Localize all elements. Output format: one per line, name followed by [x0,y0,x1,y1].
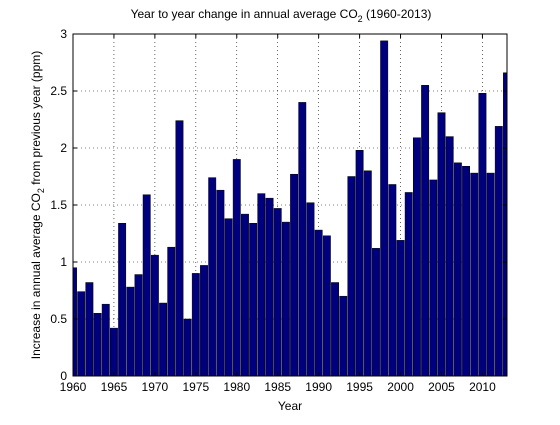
bar-1990 [314,229,323,377]
bar-1999 [388,184,397,377]
bar-1991 [322,235,331,377]
bar-1992 [331,282,339,377]
x-tick-label: 1980 [223,380,250,394]
bar-1986 [281,221,290,377]
bar-2000 [396,240,405,377]
bar-1987 [290,173,299,377]
bar-2012 [494,126,503,377]
bar-2008 [462,165,470,377]
bar-1981 [241,213,249,377]
bar-1965 [110,327,118,377]
bar-2002 [412,137,421,377]
bar-1974 [183,318,192,377]
chart-title-main: Year to year change in annual average CO [131,7,358,21]
bar-1963 [93,313,102,377]
y-axis-label-tail: from previous year (ppm) [29,51,43,188]
x-tick-label: 1995 [346,380,373,394]
x-tick-label: 2005 [428,380,455,394]
bar-1966 [118,222,127,377]
bar-1969 [142,194,151,377]
bar-1970 [150,254,159,377]
x-tick-label: 1985 [264,380,291,394]
bar-2010 [478,93,487,377]
chart-title-tail: (1960-2013) [363,7,432,21]
bars-layer [72,40,508,377]
bar-1995 [355,150,364,377]
y-tick-label: 3 [60,27,67,41]
y-axis-label: Increase in annual average CO2 from prev… [29,51,46,360]
bar-2007 [453,162,462,377]
y-axis-label-subscript: 2 [36,188,46,193]
y-tick-label: 0.5 [50,312,67,326]
x-tick-label: 1960 [60,380,87,394]
x-tick-label: 1970 [142,380,169,394]
bar-1968 [134,274,143,377]
bar-1961 [77,291,86,377]
y-tick-label: 1 [60,255,67,269]
bar-1983 [257,193,266,377]
bar-1962 [85,282,94,377]
y-tick-label: 2.5 [50,84,67,98]
ticks-layer [72,33,507,377]
bar-1975 [191,273,200,377]
bar-1994 [347,176,356,377]
bar-1972 [167,246,176,377]
bar-1980 [232,159,241,377]
bar-1973 [175,120,184,377]
x-tick-label: 1975 [182,380,209,394]
bar-1971 [159,302,168,377]
bar-1989 [306,202,315,377]
bar-1996 [363,170,372,377]
y-tick-labels: 0 0.5 1 1.5 2 2.5 3 [50,27,67,383]
bar-2011 [486,172,495,377]
bar-1967 [126,286,135,377]
x-tick-labels: 1960 1965 1970 1975 1980 1985 1990 1995 2000 2005… [60,380,496,394]
chart-title: Year to year change in annual average CO… [131,7,432,24]
x-tick-label: 2010 [469,380,496,394]
bar-1984 [265,197,274,377]
bar-1978 [216,189,225,377]
bar-1998 [380,40,389,377]
bar-1982 [249,222,258,377]
bar-2006 [445,136,454,377]
x-tick-label: 1990 [305,380,332,394]
bar-1976 [200,265,208,377]
bar-1960 [72,267,77,377]
bar-2013 [503,72,508,377]
bar-1977 [208,177,217,377]
bar-1985 [273,208,282,377]
y-tick-label: 2 [60,141,67,155]
bar-1997 [372,248,380,377]
x-tick-label: 2000 [387,380,414,394]
bar-2004 [429,179,438,377]
bar-2003 [421,85,430,377]
bar-1964 [101,303,110,377]
chart-title-subscript: 2 [358,14,363,24]
y-tick-label: 1.5 [50,198,67,212]
x-tick-label: 1965 [101,380,128,394]
x-axis-label: Year [278,399,302,413]
bar-1993 [339,295,348,377]
y-tick-label: 0 [60,369,67,383]
bar-2009 [470,172,479,377]
y-axis-label-main: Increase in annual average CO [29,193,43,359]
bar-2005 [437,112,446,377]
bar-1979 [224,218,233,377]
bar-2001 [404,192,413,377]
bar-1988 [298,102,307,377]
